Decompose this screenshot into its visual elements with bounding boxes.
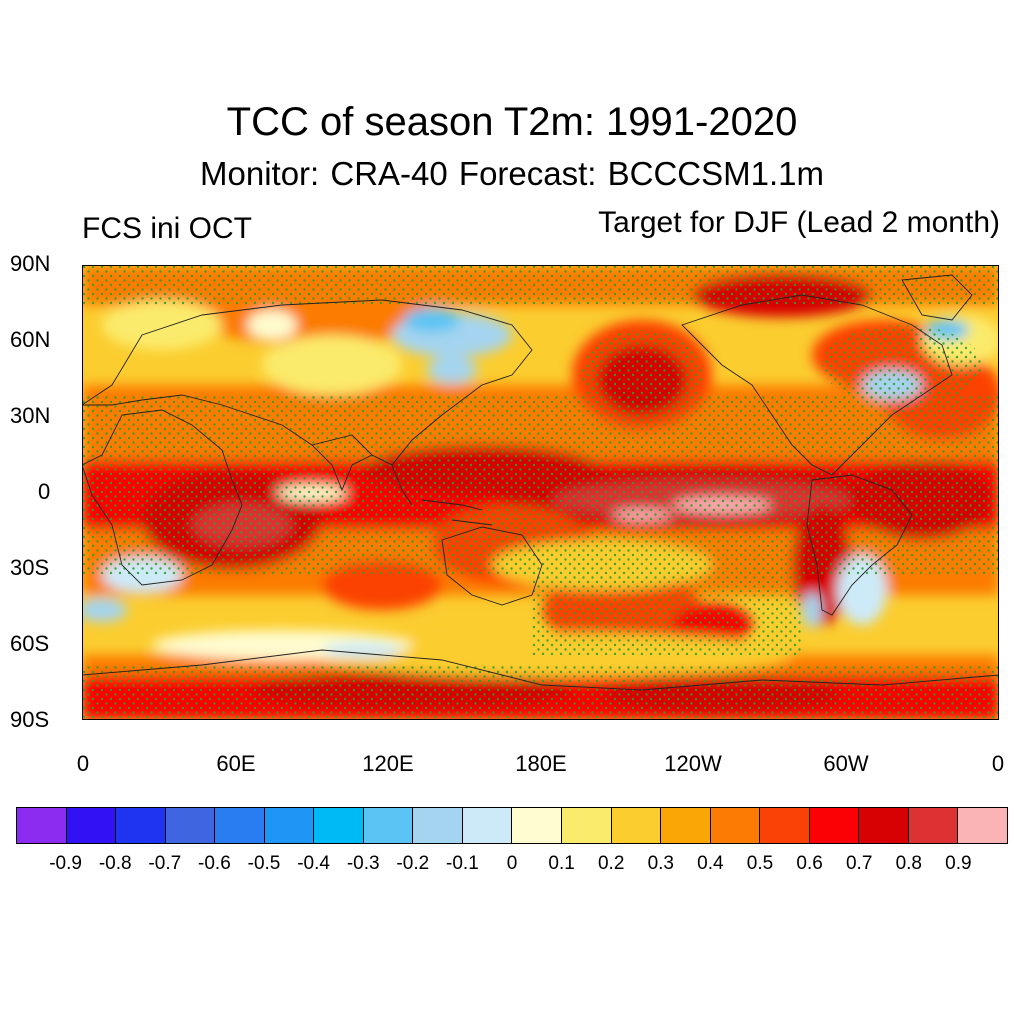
lon-label: 60W bbox=[823, 751, 869, 776]
lat-label: 30S bbox=[10, 555, 50, 580]
colorbar-segment bbox=[116, 808, 166, 843]
colorbar-tick-label: 0.4 bbox=[697, 853, 724, 874]
colorbar-tick-label: -0.8 bbox=[98, 853, 132, 874]
colorbar-tick-label: -0.2 bbox=[396, 853, 430, 874]
colorbar-tick-label: -0.7 bbox=[148, 853, 182, 874]
tcc-field bbox=[82, 265, 999, 720]
figure-title: TCC of season T2m: 1991-2020 bbox=[226, 100, 798, 144]
colorbar-segment bbox=[413, 808, 463, 843]
colorbar-segment bbox=[17, 808, 67, 843]
lat-label: 90N bbox=[10, 251, 51, 276]
colorbar-tick-label: -0.5 bbox=[247, 853, 281, 874]
colorbar-segment bbox=[66, 808, 117, 843]
colorbar-segment bbox=[314, 808, 364, 843]
colorbar-segment bbox=[611, 808, 662, 843]
colorbar-tick-label: -0.3 bbox=[346, 853, 380, 874]
colorbar-segment bbox=[809, 808, 860, 843]
tcc-map bbox=[82, 265, 999, 720]
lon-label: 120E bbox=[362, 751, 414, 776]
coastlines bbox=[82, 274, 999, 691]
lon-label: 0 bbox=[991, 751, 1005, 776]
colorbar-segment bbox=[859, 808, 909, 843]
target-label: Target for DJF (Lead 2 month) bbox=[598, 206, 1000, 239]
colorbar-tick-label: 0.1 bbox=[548, 853, 575, 874]
colorbar-segment bbox=[462, 808, 513, 843]
colorbar-tick-label: 0 bbox=[506, 853, 518, 874]
colorbar-segment bbox=[512, 808, 563, 843]
initialization-label: FCS ini OCT bbox=[82, 212, 253, 245]
colorbar-tick-label: 0.2 bbox=[597, 853, 625, 874]
colorbar-tick-label: 0.5 bbox=[746, 853, 774, 874]
lon-label: 180E bbox=[515, 751, 567, 776]
colorbar-segment bbox=[264, 808, 315, 843]
lon-label: 0 bbox=[76, 751, 90, 776]
lon-label: 120W bbox=[664, 751, 722, 776]
colorbar-tick-label: 0.6 bbox=[796, 853, 823, 874]
colorbar-segment bbox=[958, 808, 1007, 843]
lat-label: 90S bbox=[10, 707, 50, 732]
lat-label: 30N bbox=[10, 403, 51, 428]
colorbar-segment bbox=[363, 808, 414, 843]
lat-label: 0 bbox=[38, 479, 51, 504]
lon-label: 60E bbox=[216, 751, 256, 776]
lat-label: 60N bbox=[10, 327, 51, 352]
colorbar-tick-label: 0.8 bbox=[895, 853, 923, 874]
colorbar-tick-label: -0.9 bbox=[49, 853, 82, 874]
colorbar-segment bbox=[165, 808, 216, 843]
colorbar-segment bbox=[661, 808, 711, 843]
colorbar-tick-label: -0.1 bbox=[446, 853, 479, 874]
colorbar-segment bbox=[215, 808, 265, 843]
colorbar-tick-label: -0.6 bbox=[198, 853, 231, 874]
colorbar bbox=[16, 807, 1008, 844]
colorbar-segment bbox=[908, 808, 959, 843]
colorbar-tick-label: -0.4 bbox=[297, 853, 330, 874]
colorbar-tick-label: 0.3 bbox=[647, 853, 675, 874]
colorbar-tick-label: 0.7 bbox=[845, 853, 873, 874]
lat-label: 60S bbox=[10, 631, 50, 656]
colorbar-segment bbox=[562, 808, 612, 843]
colorbar-segment bbox=[760, 808, 810, 843]
colorbar-tick-label: 0.9 bbox=[945, 853, 972, 874]
colorbar-segment bbox=[710, 808, 761, 843]
figure-subtitle: Monitor: CRA-40 Forecast: BCCCSM1.1m bbox=[200, 155, 824, 192]
